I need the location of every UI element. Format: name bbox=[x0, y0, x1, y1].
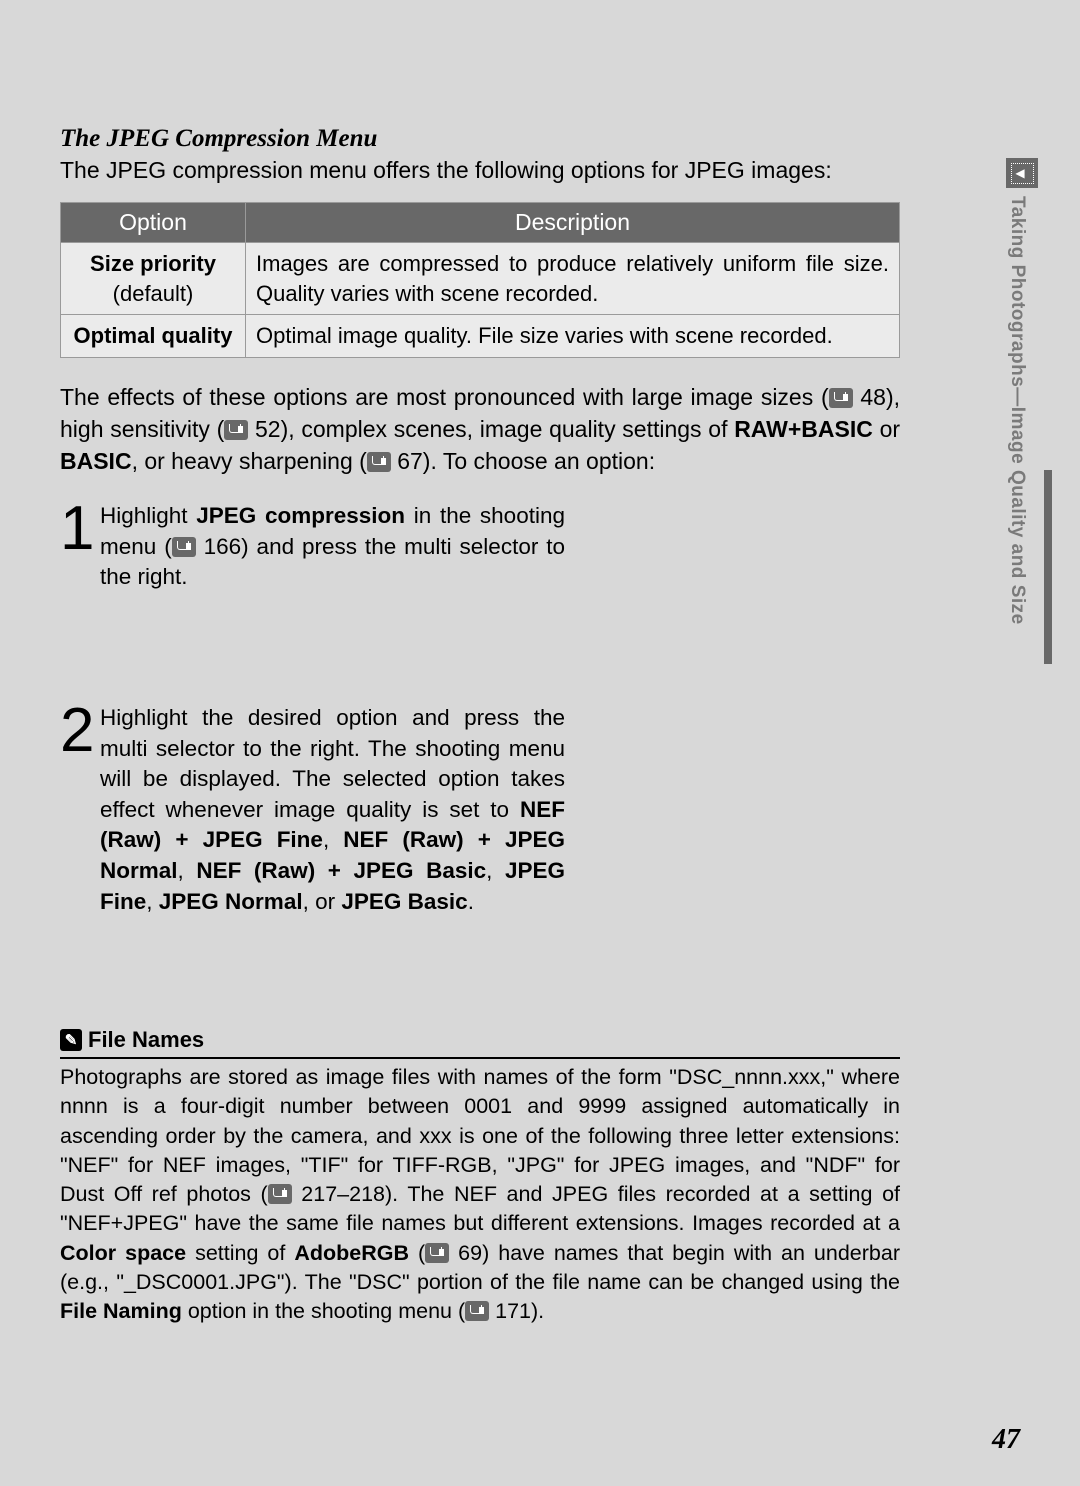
note-header: ✎ File Names bbox=[60, 1027, 900, 1059]
bold-text: JPEG Basic bbox=[341, 889, 467, 914]
note-box: ✎ File Names Photographs are stored as i… bbox=[60, 1027, 900, 1326]
bold-text: File Naming bbox=[60, 1299, 182, 1323]
step-number: 2 bbox=[60, 705, 100, 758]
option-desc: Images are compressed to produce relativ… bbox=[246, 243, 900, 315]
option-name: Optimal quality bbox=[74, 323, 233, 348]
option-cell: Size priority (default) bbox=[61, 243, 246, 315]
step-item: 2 Highlight the desired option and press… bbox=[60, 703, 900, 917]
page-ref-icon bbox=[367, 452, 391, 472]
text: Highlight the desired option and press t… bbox=[100, 705, 565, 822]
page-ref-icon bbox=[465, 1301, 489, 1321]
page-content: The JPEG Compression Menu The JPEG compr… bbox=[60, 125, 900, 1326]
option-cell: Optimal quality bbox=[61, 315, 246, 358]
th-description: Description bbox=[246, 203, 900, 243]
note-body: Photographs are stored as image files wi… bbox=[60, 1063, 900, 1326]
page-ref: 67 bbox=[397, 448, 423, 474]
text: . bbox=[468, 889, 474, 914]
note-title: File Names bbox=[88, 1027, 204, 1053]
steps-list: 1 Highlight JPEG compression in the shoo… bbox=[60, 501, 900, 917]
th-option: Option bbox=[61, 203, 246, 243]
effects-paragraph: The effects of these options are most pr… bbox=[60, 382, 900, 477]
text: , bbox=[323, 827, 343, 852]
text: The effects of these options are most pr… bbox=[60, 384, 829, 410]
text: option in the shooting menu ( bbox=[182, 1299, 465, 1323]
side-index-bar bbox=[1044, 470, 1052, 664]
text: ). To choose an option: bbox=[423, 448, 655, 474]
option-desc: Optimal image quality. File size varies … bbox=[246, 315, 900, 358]
page-ref: 48 bbox=[860, 384, 886, 410]
page-ref: 52 bbox=[255, 416, 281, 442]
step-body: Highlight the desired option and press t… bbox=[100, 703, 565, 917]
options-table: Option Description Size priority (defaul… bbox=[60, 202, 900, 358]
table-row: Size priority (default) Images are compr… bbox=[61, 243, 900, 315]
page-ref: 69 bbox=[458, 1241, 482, 1265]
text: ). bbox=[531, 1299, 544, 1323]
table-header-row: Option Description bbox=[61, 203, 900, 243]
step-body: Highlight JPEG compression in the shooti… bbox=[100, 501, 565, 593]
page-ref-icon bbox=[224, 420, 248, 440]
bold-text: NEF (Raw) + JPEG Basic bbox=[196, 858, 486, 883]
bold-text: JPEG Normal bbox=[159, 889, 303, 914]
side-tab-icon: ◀ bbox=[1006, 158, 1038, 188]
step-item: 1 Highlight JPEG compression in the shoo… bbox=[60, 501, 900, 593]
bold-text: BASIC bbox=[60, 448, 132, 474]
page-ref-icon bbox=[829, 388, 853, 408]
page-ref-icon bbox=[172, 537, 196, 557]
text: , bbox=[486, 858, 505, 883]
bold-text: RAW+BASIC bbox=[734, 416, 873, 442]
text: ( bbox=[409, 1241, 425, 1265]
side-tab: ◀ Taking Photographs—Image Quality and S… bbox=[1006, 158, 1038, 674]
section-intro: The JPEG compression menu offers the fol… bbox=[60, 157, 900, 184]
page-ref: 166 bbox=[204, 534, 242, 559]
bold-text: AdobeRGB bbox=[294, 1241, 409, 1265]
text: , bbox=[178, 858, 197, 883]
text: or bbox=[873, 416, 900, 442]
text: , or heavy sharpening ( bbox=[132, 448, 367, 474]
option-sub: (default) bbox=[113, 281, 194, 306]
page-ref-icon bbox=[268, 1184, 292, 1204]
text: Highlight bbox=[100, 503, 196, 528]
text: , or bbox=[303, 889, 342, 914]
page-ref: 171 bbox=[495, 1299, 531, 1323]
note-icon: ✎ bbox=[60, 1029, 82, 1051]
text: , bbox=[146, 889, 159, 914]
step-number: 1 bbox=[60, 503, 100, 556]
bold-text: JPEG compression bbox=[196, 503, 405, 528]
text: setting of bbox=[186, 1241, 294, 1265]
section-title: The JPEG Compression Menu bbox=[60, 125, 900, 153]
text: ), complex scenes, image quality setting… bbox=[281, 416, 735, 442]
bold-text: Color space bbox=[60, 1241, 186, 1265]
page-number: 47 bbox=[992, 1424, 1020, 1456]
side-tab-label: Taking Photographs—Image Quality and Siz… bbox=[1006, 194, 1028, 674]
page-ref-icon bbox=[425, 1243, 449, 1263]
option-name: Size priority bbox=[90, 251, 216, 276]
table-row: Optimal quality Optimal image quality. F… bbox=[61, 315, 900, 358]
page-ref: 217–218 bbox=[301, 1182, 385, 1206]
